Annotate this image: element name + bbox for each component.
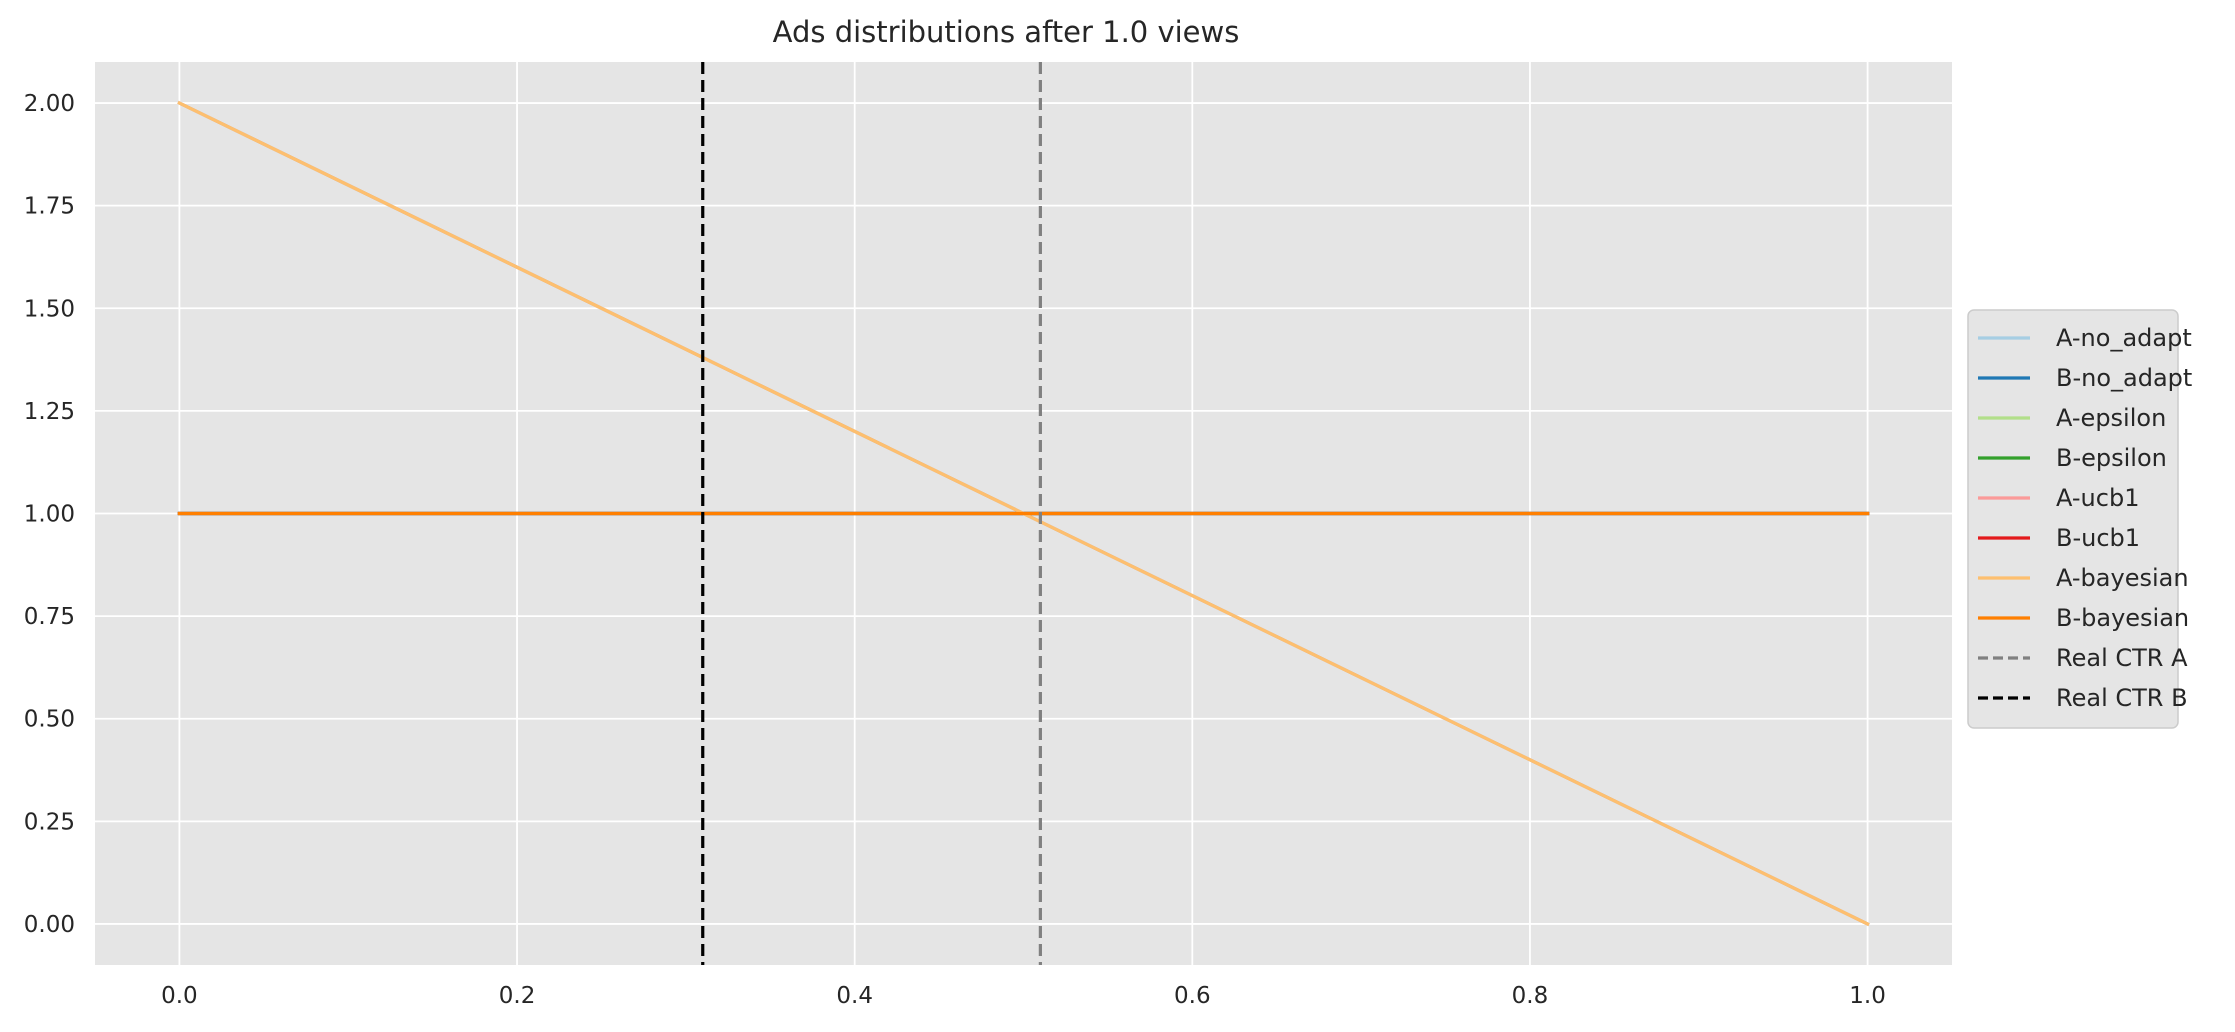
y-tick-label: 1.75 — [24, 194, 75, 220]
legend-label: A-epsilon — [2056, 404, 2166, 432]
x-tick-label: 0.6 — [1174, 983, 1211, 1009]
y-tick-label: 0.75 — [24, 604, 75, 630]
legend: A-no_adapt B-no_adapt A-epsilon B-epsilon A-… — [1967, 309, 2192, 729]
y-axis-ticks: 0.00 0.25 0.50 0.75 1.00 1.25 1.50 1.75 2.00 — [24, 91, 75, 938]
legend-label: A-ucb1 — [2056, 484, 2139, 512]
legend-label: B-ucb1 — [2056, 524, 2140, 552]
x-tick-label: 0.8 — [1512, 983, 1549, 1009]
x-tick-label: 0.2 — [499, 983, 536, 1009]
legend-label: A-bayesian — [2056, 564, 2189, 592]
x-tick-label: 1.0 — [1849, 983, 1886, 1009]
legend-label: A-no_adapt — [2056, 324, 2192, 352]
series-lines — [177, 100, 1870, 927]
y-tick-label: 2.00 — [24, 91, 75, 117]
chart-title: Ads distributions after 1.0 views — [773, 15, 1240, 49]
legend-label: Real CTR A — [2056, 644, 2188, 672]
y-tick-label: 0.00 — [24, 912, 75, 938]
legend-label: B-no_adapt — [2056, 364, 2192, 392]
y-tick-label: 1.00 — [24, 502, 75, 528]
y-tick-label: 1.25 — [24, 399, 75, 425]
legend-label: B-epsilon — [2056, 444, 2167, 472]
y-tick-label: 1.50 — [24, 296, 75, 322]
legend-frame — [1967, 309, 2179, 729]
reference-lines — [701, 62, 1042, 965]
x-axis-ticks: 0.0 0.2 0.4 0.6 0.8 1.0 — [161, 983, 1886, 1009]
x-tick-label: 0.4 — [836, 983, 873, 1009]
legend-label: Real CTR B — [2056, 684, 2188, 712]
legend-label: B-bayesian — [2056, 604, 2189, 632]
x-tick-label: 0.0 — [161, 983, 198, 1009]
y-tick-label: 0.50 — [24, 707, 75, 733]
y-tick-label: 0.25 — [24, 809, 75, 835]
